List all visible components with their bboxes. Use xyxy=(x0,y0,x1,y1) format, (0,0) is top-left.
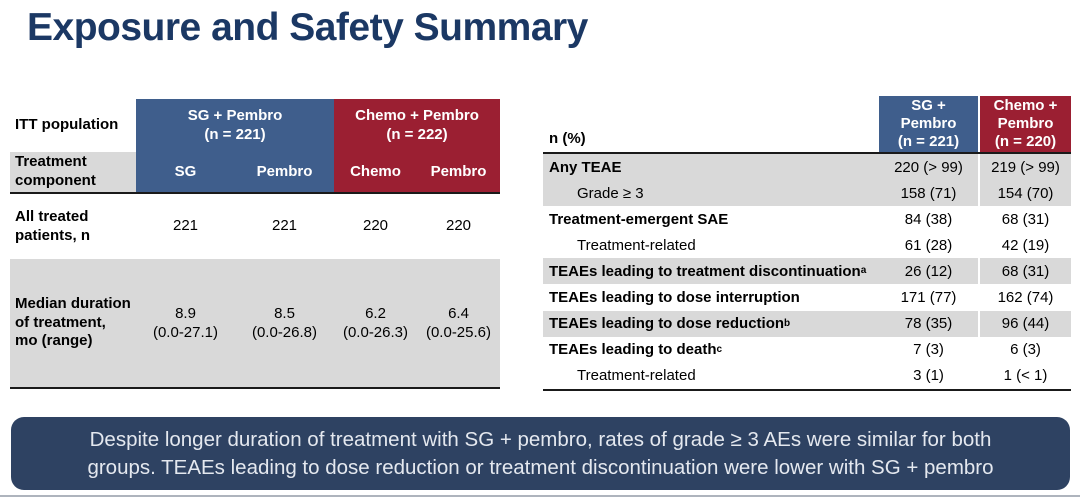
value-sg-pembro: 61 (28) xyxy=(904,236,953,254)
value-sg-pembro: 3 (1) xyxy=(913,367,944,385)
safety-header-label: n (%) xyxy=(549,130,586,147)
row-label-text: TEAEs leading to dose interruption xyxy=(549,289,800,307)
median-value: 8.5 xyxy=(274,304,295,322)
value-chemo-pembro: 162 (74) xyxy=(978,284,1071,311)
safety-arm-header-chemo-pembro: Chemo + Pembro (n = 220) xyxy=(978,96,1071,152)
all-treated-label: All treated patients, n xyxy=(15,207,91,244)
median-duration-label: Median duration of treatment, mo (range) xyxy=(10,259,136,387)
row-label: TEAEs leading to dose interruption xyxy=(543,284,879,310)
row-label-text: Grade ≥ 3 xyxy=(577,184,644,202)
value-sg-pembro: 171 (77) xyxy=(900,289,957,307)
row-label: TEAEs leading to dose reduction b xyxy=(543,310,879,337)
bottom-divider xyxy=(0,495,1080,497)
component-pembro-1: Pembro xyxy=(235,152,334,192)
value-sg-pembro: 7 (3) xyxy=(913,341,944,359)
value-chemo-pembro: 42 (19) xyxy=(978,232,1071,259)
component-sg: SG xyxy=(136,152,235,192)
median-duration-row: Median duration of treatment, mo (range)… xyxy=(10,259,500,389)
value-chemo-pembro: 1 (< 1) xyxy=(978,362,1071,389)
median-range: (0.0-25.6) xyxy=(425,324,492,341)
safety-arm-header-sg-pembro: SG + Pembro (n = 221) xyxy=(879,96,978,152)
value-chemo-pembro: 6 (3) xyxy=(978,336,1071,363)
table-row: TEAEs leading to death c 7 (3) 6 (3) xyxy=(543,336,1071,363)
value-chemo-pembro: 96 (44) xyxy=(978,310,1071,337)
table-row: TEAEs leading to treatment discontinuati… xyxy=(543,258,1071,285)
conclusion-text: Despite longer duration of treatment wit… xyxy=(87,428,994,479)
median-duration-value: 8.5 (0.0-26.8) xyxy=(235,259,334,387)
row-label-text: Treatment-related xyxy=(577,367,696,385)
component-pembro-2: Pembro xyxy=(417,152,500,192)
row-label-text: Treatment-emergent SAE xyxy=(549,210,729,228)
value-chemo-pembro: 154 (70) xyxy=(978,180,1071,207)
value-sg-pembro: 158 (71) xyxy=(879,180,978,207)
median-duration-value: 6.2 (0.0-26.3) xyxy=(334,259,417,387)
median-range: (0.0-27.1) xyxy=(152,324,219,341)
value-chemo-pembro: 68 (31) xyxy=(978,258,1071,285)
safety-table-body: Any TEAE 220 (> 99) 219 (> 99) Grade ≥ 3… xyxy=(543,154,1071,391)
row-label-text: TEAEs leading to death xyxy=(549,341,717,359)
all-treated-value: 220 xyxy=(445,217,472,235)
row-label-text: Any TEAE xyxy=(549,158,622,176)
all-treated-value: 221 xyxy=(271,217,298,235)
row-label: Grade ≥ 3 xyxy=(543,180,879,207)
table-row: Any TEAE 220 (> 99) 219 (> 99) xyxy=(543,154,1071,181)
median-value: 6.2 xyxy=(365,304,386,322)
all-treated-value: 220 xyxy=(362,217,389,235)
component-row-label: Treatment component xyxy=(10,152,136,192)
median-value: 6.4 xyxy=(448,304,469,322)
row-label: Any TEAE xyxy=(543,154,879,181)
table-row: Grade ≥ 3 158 (71) 154 (70) xyxy=(543,180,1071,207)
conclusion-callout: Despite longer duration of treatment wit… xyxy=(11,417,1070,490)
value-chemo-pembro: 219 (> 99) xyxy=(978,154,1071,181)
safety-header-row: n (%) SG + Pembro (n = 221) Chemo + Pemb… xyxy=(543,96,1071,154)
median-value: 8.9 xyxy=(175,304,196,322)
row-label-text: TEAEs leading to treatment discontinuati… xyxy=(549,262,861,280)
row-label: TEAEs leading to death c xyxy=(549,341,723,359)
row-label: Treatment-related xyxy=(543,232,879,258)
slide-title: Exposure and Safety Summary xyxy=(27,6,588,49)
value-sg-pembro: 78 (35) xyxy=(879,310,978,337)
exposure-component-row: Treatment component SG Pembro Chemo Pemb… xyxy=(10,152,500,194)
value-chemo-pembro: 68 (31) xyxy=(978,206,1071,233)
value-sg-pembro: 26 (12) xyxy=(879,258,978,285)
component-chemo: Chemo xyxy=(334,152,417,192)
median-duration-value: 8.9 (0.0-27.1) xyxy=(136,259,235,387)
table-row: Treatment-emergent SAE 84 (38) 68 (31) xyxy=(543,206,1071,233)
median-range: (0.0-26.3) xyxy=(342,324,409,341)
arm-header-sg-pembro: SG + Pembro (n = 221) xyxy=(136,99,334,152)
exposure-table: ITT population SG + Pembro (n = 221) Che… xyxy=(10,99,500,389)
row-label: Treatment-related xyxy=(543,363,879,389)
safety-table: n (%) SG + Pembro (n = 221) Chemo + Pemb… xyxy=(543,96,1071,391)
row-label: TEAEs leading to treatment discontinuati… xyxy=(543,258,879,285)
arm-header-chemo-pembro: Chemo + Pembro (n = 222) xyxy=(334,99,500,152)
value-sg-pembro: 220 (> 99) xyxy=(879,154,978,181)
row-label-text: TEAEs leading to dose reduction xyxy=(549,315,785,333)
median-range: (0.0-26.8) xyxy=(251,324,318,341)
row-label-text: Treatment-related xyxy=(577,236,696,254)
table-row: TEAEs leading to dose interruption 171 (… xyxy=(543,284,1071,311)
all-treated-row: All treated patients, n 221 221 220 220 xyxy=(10,194,500,259)
exposure-arm-header-row: ITT population SG + Pembro (n = 221) Che… xyxy=(10,99,500,152)
median-duration-value: 6.4 (0.0-25.6) xyxy=(417,259,500,387)
table-row: TEAEs leading to dose reduction b 78 (35)… xyxy=(543,310,1071,337)
row-label: Treatment-emergent SAE xyxy=(543,206,879,232)
exposure-corner-label: ITT population xyxy=(15,116,119,134)
all-treated-value: 221 xyxy=(172,217,199,235)
table-row: Treatment-related 61 (28) 42 (19) xyxy=(543,232,1071,259)
table-row: Treatment-related 3 (1) 1 (< 1) xyxy=(543,362,1071,389)
value-sg-pembro: 84 (38) xyxy=(904,210,953,228)
